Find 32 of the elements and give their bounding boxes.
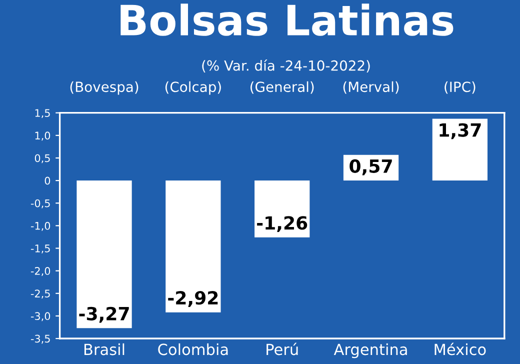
y-tick-label: -2,0 <box>30 267 50 276</box>
bar <box>432 118 488 181</box>
y-tick-label: 1,5 <box>35 109 50 118</box>
chart-title: Bolsas Latinas <box>120 4 454 36</box>
text: (General) <box>250 81 314 94</box>
x-tick-label: México <box>434 342 486 356</box>
text: (Bovespa) <box>70 81 138 95</box>
y-tick-label: -3,0 <box>30 312 50 322</box>
data-label: -3,27 <box>79 306 129 323</box>
y-tick-label: 0 <box>44 176 50 185</box>
y-tick-label: -1,5 <box>30 244 50 254</box>
bar <box>166 180 221 312</box>
y-tick-label: 0,5 <box>34 154 50 164</box>
y-tick-label: 1,0 <box>35 132 50 141</box>
text: (IPC) <box>444 81 476 94</box>
data-label: 1,37 <box>440 123 481 140</box>
x-tick-label: Colombia <box>158 343 228 356</box>
bar <box>254 180 310 238</box>
y-tick-label: -2,5 <box>30 290 50 299</box>
x-tick-label: Argentina <box>334 343 407 358</box>
data-label: -1,26 <box>257 216 308 232</box>
text: (Colcap) <box>165 81 221 95</box>
y-tick-label: -3,5 <box>30 334 50 344</box>
y-tick-label: -1,0 <box>30 222 50 231</box>
data-label: 0,57 <box>350 159 392 176</box>
x-tick-label: Brasil <box>84 343 124 356</box>
bar <box>76 180 132 328</box>
text: (Merval) <box>343 81 399 94</box>
y-tick-label: -0,5 <box>30 199 50 208</box>
data-label: -2,92 <box>168 291 218 307</box>
chart-subtitle: (% Var. día -24-10-2022) <box>202 60 370 72</box>
x-tick-label: Perú <box>266 342 298 356</box>
